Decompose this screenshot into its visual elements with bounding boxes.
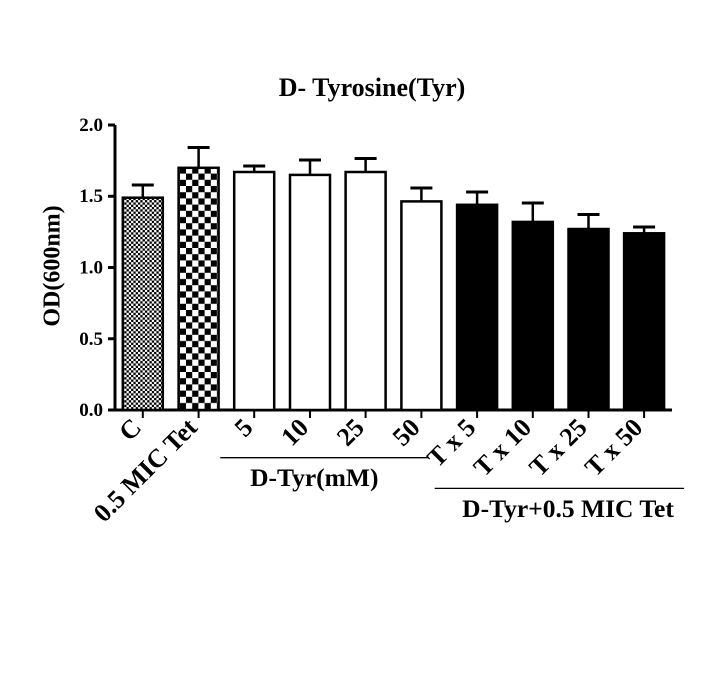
svg-text:OD(600nm): OD(600nm): [39, 205, 65, 326]
svg-text:2.0: 2.0: [79, 115, 103, 136]
svg-text:T x 10: T x 10: [468, 413, 537, 482]
svg-text:0.5 MIC Tet: 0.5 MIC Tet: [88, 412, 203, 527]
svg-text:T x 50: T x 50: [579, 413, 648, 482]
svg-text:T x 25: T x 25: [524, 413, 593, 482]
svg-text:10: 10: [275, 413, 314, 452]
svg-text:D- Tyrosine(Tyr): D- Tyrosine(Tyr): [279, 73, 466, 102]
svg-text:D-Tyr(mM): D-Tyr(mM): [250, 463, 378, 492]
svg-text:0.0: 0.0: [79, 400, 103, 421]
svg-text:1.0: 1.0: [79, 258, 103, 279]
svg-text:1.5: 1.5: [79, 186, 103, 207]
svg-text:0.5: 0.5: [79, 329, 103, 350]
svg-text:D-Tyr+0.5 MIC Tet: D-Tyr+0.5 MIC Tet: [462, 494, 674, 523]
svg-text:25: 25: [331, 413, 370, 452]
svg-text:50: 50: [387, 413, 426, 452]
